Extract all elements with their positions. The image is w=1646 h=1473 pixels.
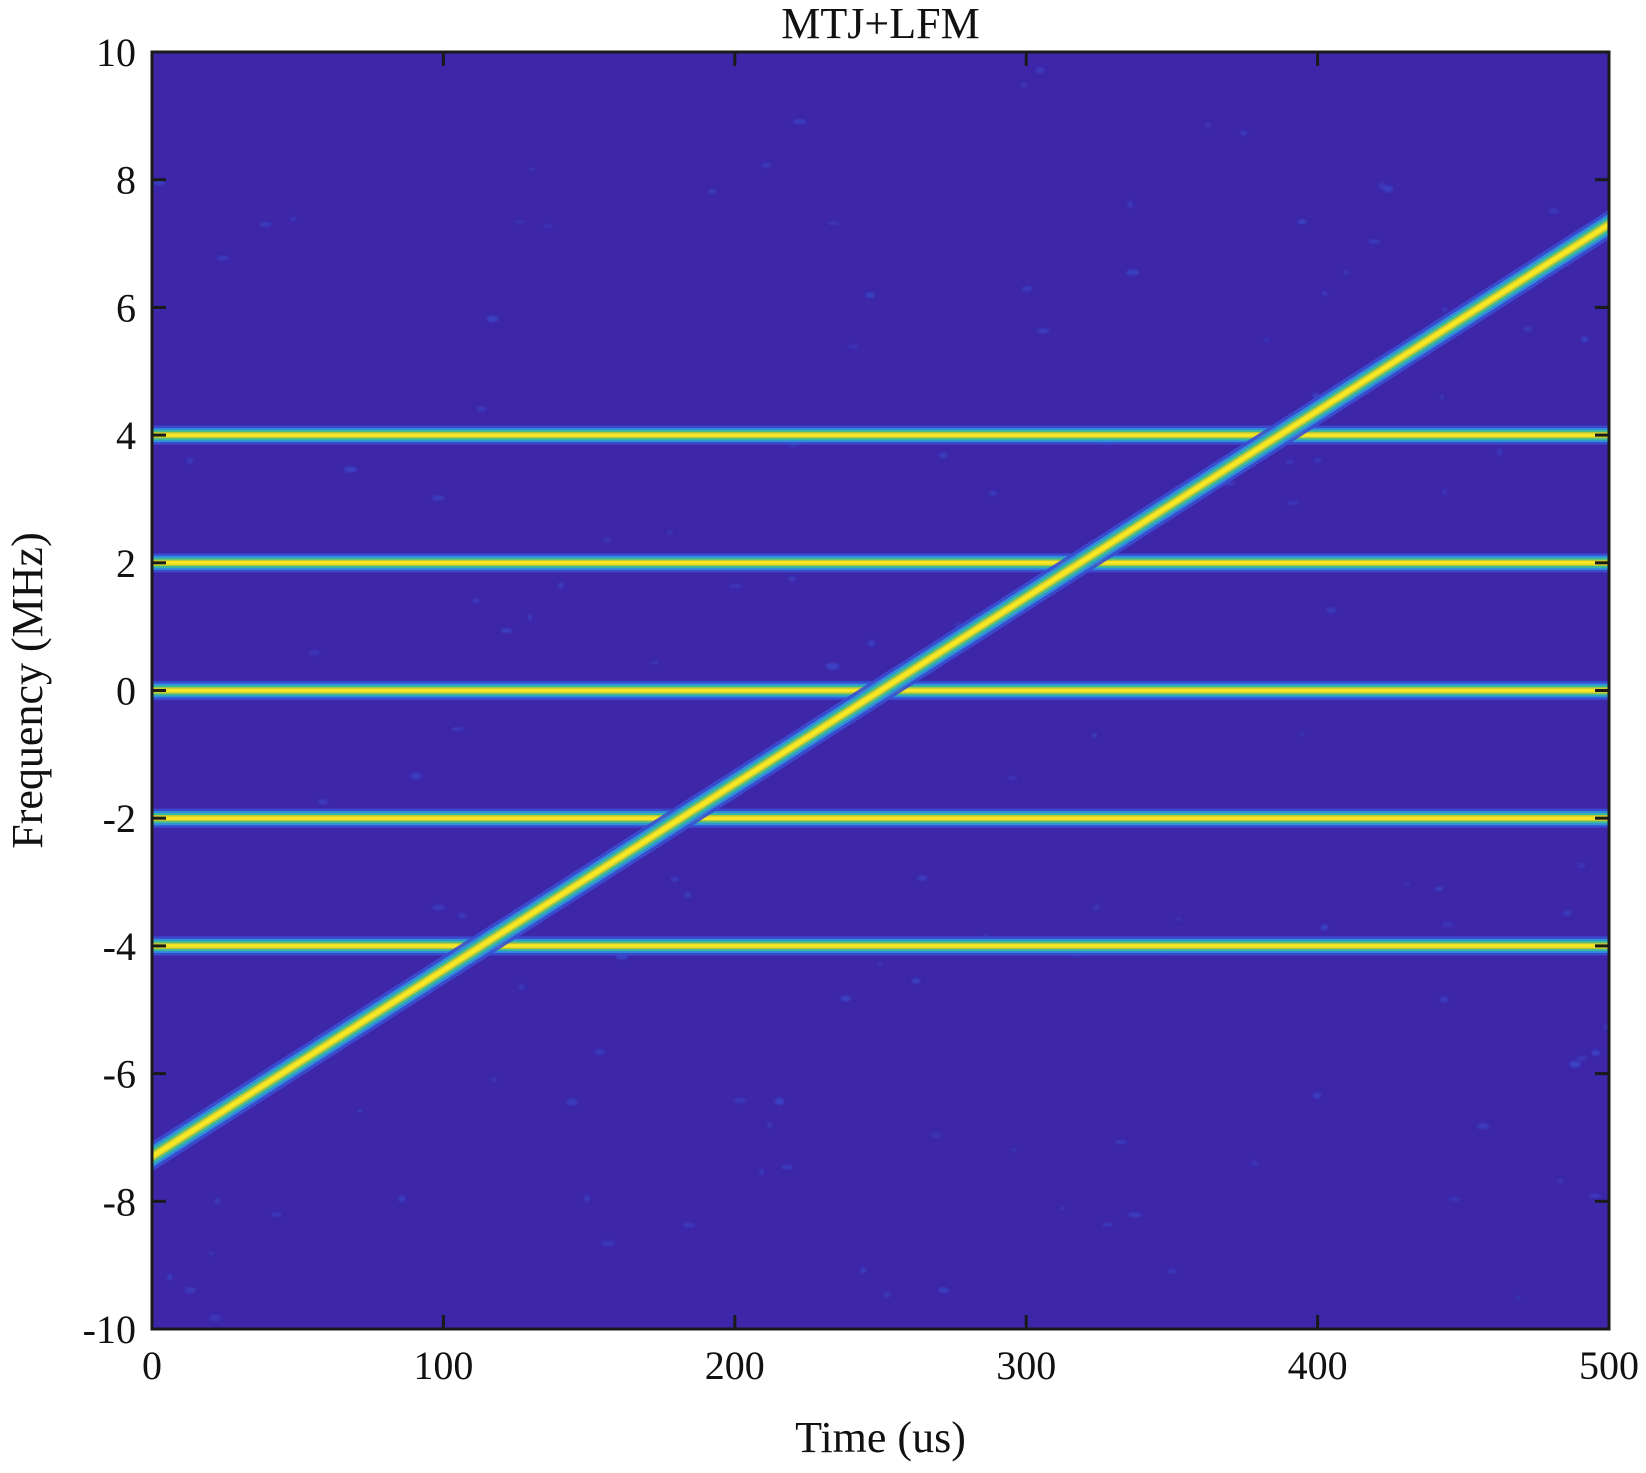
plot-area	[152, 52, 1609, 1329]
x-tick-label: 300	[996, 1343, 1056, 1388]
chart-title: MTJ+LFM	[781, 0, 979, 48]
y-tick-label: 2	[116, 541, 136, 586]
y-axis-label: Frequency (MHz)	[3, 532, 52, 848]
x-tick-label: 100	[413, 1343, 473, 1388]
y-tick-label: 0	[116, 669, 136, 714]
y-tick-label: 4	[116, 413, 136, 458]
y-tick-label: -4	[103, 924, 136, 969]
y-tick-label: -2	[103, 796, 136, 841]
y-tick-label: -8	[103, 1179, 136, 1224]
y-tick-label: 10	[96, 30, 136, 75]
noise-speckles	[152, 67, 1609, 1321]
x-axis-label: Time (us)	[795, 1413, 966, 1462]
x-tick-label: 400	[1288, 1343, 1348, 1388]
y-tick-label: -6	[103, 1052, 136, 1097]
axes: 0 100 200 300 400 500 -10 -8 -6 -4 -2 0 2 4 6 8 10	[83, 30, 1639, 1388]
y-tick-label: -10	[83, 1307, 136, 1352]
x-tick-label: 0	[142, 1343, 162, 1388]
x-tick-label: 500	[1579, 1343, 1639, 1388]
y-tick-label: 6	[116, 285, 136, 330]
x-tick-label: 200	[705, 1343, 765, 1388]
chirp-band	[152, 209, 1609, 1172]
y-tick-label: 8	[116, 158, 136, 203]
